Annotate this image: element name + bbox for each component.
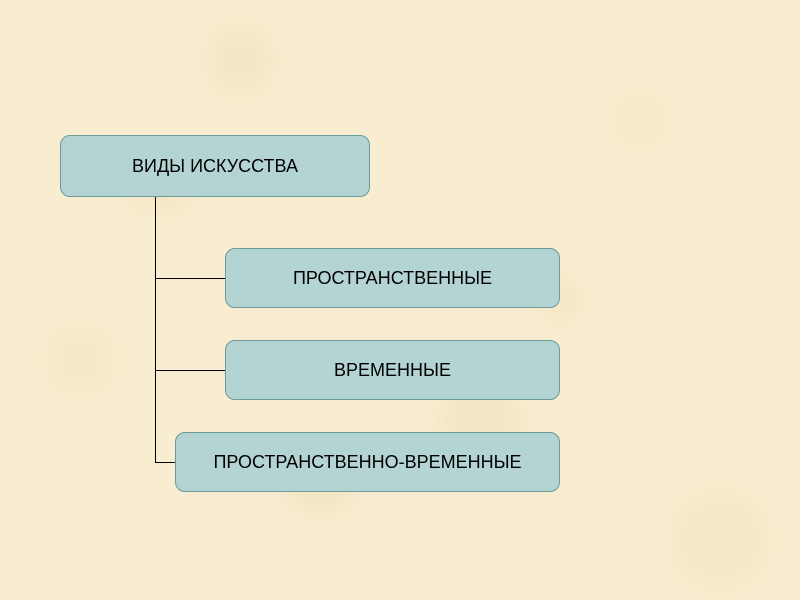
child-label: ПРОСТРАНСТВЕННЫЕ — [293, 268, 492, 289]
child-node: ПРОСТРАНСТВЕННО-ВРЕМЕННЫЕ — [175, 432, 560, 492]
child-node: ПРОСТРАНСТВЕННЫЕ — [225, 248, 560, 308]
connector-branch — [155, 278, 225, 279]
connector-branch — [155, 462, 175, 463]
connector-branch — [155, 370, 225, 371]
child-label: ВРЕМЕННЫЕ — [334, 360, 451, 381]
root-node: ВИДЫ ИСКУССТВА — [60, 135, 370, 197]
child-label: ПРОСТРАНСТВЕННО-ВРЕМЕННЫЕ — [213, 452, 521, 473]
root-label: ВИДЫ ИСКУССТВА — [132, 156, 298, 177]
child-node: ВРЕМЕННЫЕ — [225, 340, 560, 400]
connector-trunk — [155, 197, 156, 462]
